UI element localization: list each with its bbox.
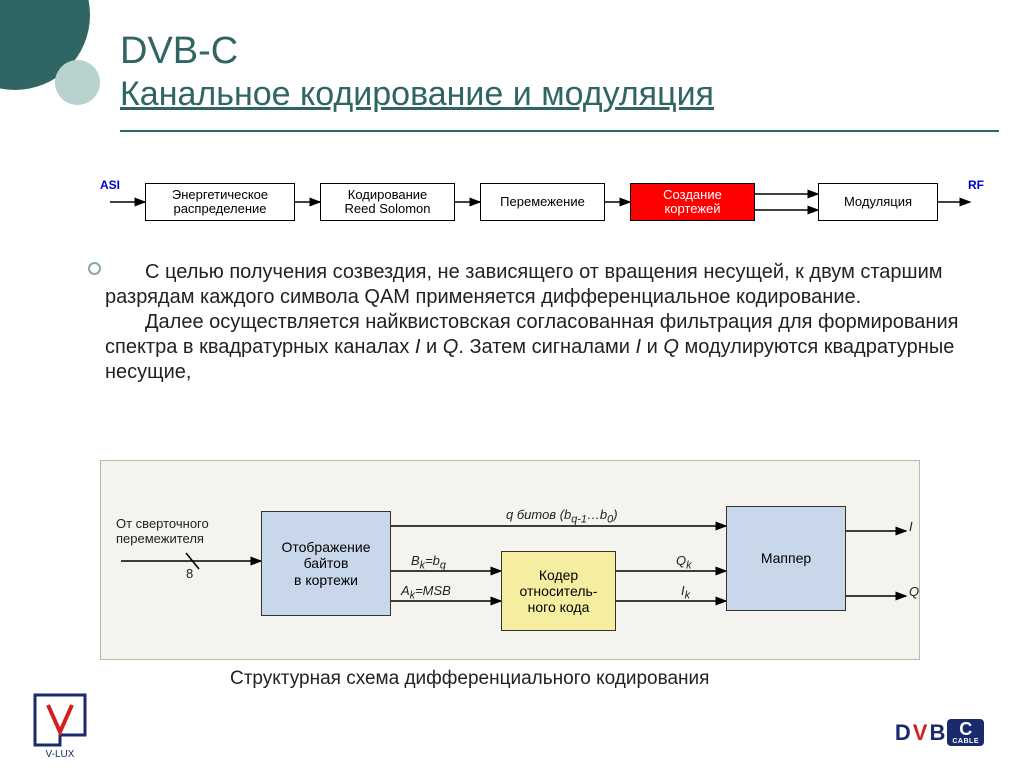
- chain-box-b5: Модуляция: [818, 183, 938, 221]
- deco-circle-small: [55, 60, 100, 105]
- label-ak: Ak=MSB: [401, 583, 451, 602]
- paragraph-2: Далее осуществляется найквистовская согл…: [105, 310, 964, 385]
- box-mapper: Маппер: [726, 506, 846, 611]
- label-bk: Bk=bq: [411, 553, 446, 572]
- label-qbits: q битов (bq-1…b0): [506, 507, 618, 526]
- chain-box-b1: Энергетическоераспределение: [145, 183, 295, 221]
- input-slash-label: 8: [186, 566, 193, 581]
- title-line1: DVB-C: [120, 30, 964, 73]
- label-ik: Ik: [681, 583, 690, 602]
- diagram-caption: Структурная схема дифференциального коди…: [230, 668, 709, 690]
- chain-box-b4: Созданиекортежей: [630, 183, 755, 221]
- body-text: С целью получения созвездия, не зависяще…: [105, 260, 964, 385]
- bullet-ring: [88, 262, 101, 275]
- title-line2: Канальное кодирование и модуляция: [120, 75, 964, 114]
- label-i-out: I: [909, 519, 913, 534]
- input-text: От сверточного перемежителя: [116, 516, 256, 546]
- paragraph-1: С целью получения созвездия, не зависяще…: [105, 260, 964, 310]
- processing-chain: ASI RF ЭнергетическоераспределениеКодиро…: [100, 180, 984, 230]
- label-qk: Qk: [676, 553, 692, 572]
- box-byte-mapping: Отображениебайтовв кортежи: [261, 511, 391, 616]
- slide-title: DVB-C Канальное кодирование и модуляция: [120, 30, 964, 114]
- chain-box-b2: КодированиеReed Solomon: [320, 183, 455, 221]
- box-diff-coder: Кодеротноситель-ного кода: [501, 551, 616, 631]
- diff-coding-diagram: От сверточного перемежителя 8 Отображени…: [100, 460, 920, 660]
- chain-box-b3: Перемежение: [480, 183, 605, 221]
- vlux-logo: V-LUX: [30, 690, 90, 750]
- title-divider: [120, 130, 999, 132]
- dvb-logo: D V B C CABLE: [895, 719, 984, 746]
- label-q-out: Q: [909, 584, 919, 599]
